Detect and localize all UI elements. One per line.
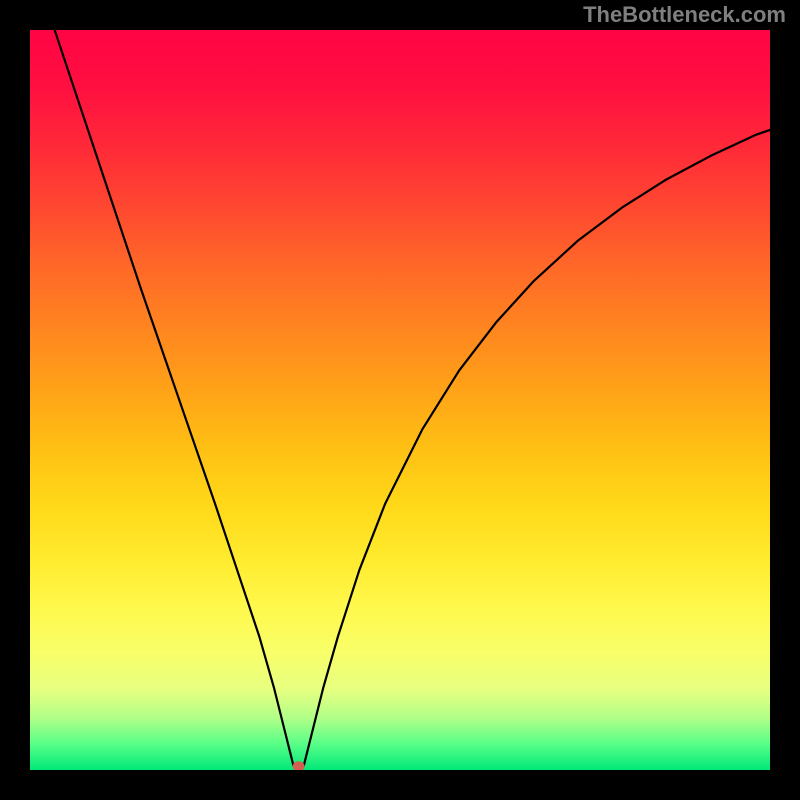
plot-background [30,30,770,770]
watermark-text: TheBottleneck.com [583,2,786,28]
chart-frame: TheBottleneck.com [0,0,800,800]
plot-area [30,30,770,770]
chart-svg [30,30,770,770]
